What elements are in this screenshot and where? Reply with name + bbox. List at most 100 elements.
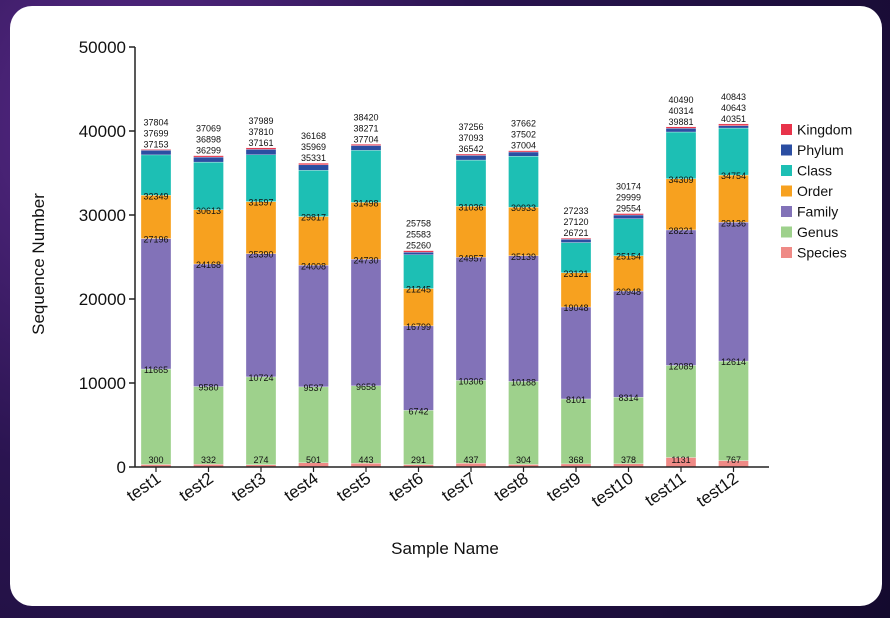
bar-segment-order (718, 174, 749, 223)
x-axis: test1 test2 test3 test4 test5 test6 test7 test8… (123, 466, 769, 511)
data-label-order: 32349 (143, 191, 168, 201)
data-label-species: 767 (726, 455, 741, 465)
y-axis-title: Sequence Number (29, 193, 48, 335)
data-label-genus: 10306 (458, 376, 483, 386)
legend-label-phylum: Phylum (797, 142, 844, 158)
data-label-class: 37004 (511, 141, 536, 151)
data-label-phylum: 37810 (248, 127, 273, 137)
legend-swatch-phylum (781, 144, 792, 156)
bar-segment-genus (613, 397, 644, 464)
x-tick-label: test7 (438, 469, 479, 506)
data-label-phylum: 37699 (143, 128, 168, 138)
bar-segment-family (298, 265, 329, 388)
chart-card: 37804 37699 37153 32349 27196 11665 300 37069 36… (10, 6, 882, 606)
bar-segment-family (350, 259, 382, 387)
stacked-bar-chart: 3780437699371533234927196116653003706936… (29, 38, 852, 558)
data-label-kingdom: 37069 (196, 124, 221, 134)
data-labels-group: 3780437699371533234927196116653003706936… (143, 92, 746, 465)
bar-segment-class (403, 254, 434, 289)
legend: Kingdom Phylum Class Order Family Genus Specie… (781, 122, 852, 261)
bar-segment-genus (455, 380, 487, 464)
data-label-phylum: 35969 (301, 142, 326, 152)
data-label-genus: 9580 (198, 383, 218, 393)
bars-group (140, 123, 749, 468)
data-label-species: 437 (463, 455, 478, 465)
bar-segment-family (508, 255, 539, 382)
data-label-genus: 9658 (356, 382, 376, 392)
bar-segment-kingdom (245, 147, 277, 150)
bar-segment-phylum (193, 156, 224, 163)
y-tick-label: 10000 (79, 374, 126, 393)
bar-segment-phylum (613, 214, 644, 219)
bar-segment-order (403, 288, 434, 327)
x-axis-title: Sample Name (391, 539, 499, 558)
data-label-species: 300 (148, 455, 163, 465)
data-label-class: 37161 (248, 138, 273, 148)
bar-segment-family (403, 325, 434, 411)
data-label-genus: 12089 (668, 361, 693, 371)
bar-segment-kingdom (140, 149, 172, 151)
data-label-species: 274 (253, 455, 268, 465)
bar-segment-phylum (350, 145, 382, 151)
x-tick-label: test2 (176, 469, 217, 506)
x-tick-label: test6 (386, 469, 427, 506)
bar-segment-kingdom (560, 238, 592, 240)
bar-segment-kingdom (193, 155, 224, 158)
data-label-order: 34754 (721, 171, 746, 181)
bar-segment-kingdom (718, 123, 749, 126)
data-label-phylum: 27120 (563, 217, 588, 227)
bar-segment-phylum (140, 150, 172, 156)
data-label-family: 25390 (248, 250, 273, 260)
data-label-kingdom: 40843 (721, 92, 746, 102)
bar-segment-kingdom (665, 126, 697, 129)
data-label-species: 501 (306, 455, 321, 465)
bar-segment-order (193, 209, 224, 265)
bar-segment-kingdom (613, 213, 644, 216)
data-label-species: 304 (516, 455, 531, 465)
bar-segment-family (140, 238, 172, 370)
x-tick-label: test3 (228, 469, 269, 506)
bar-segment-kingdom (508, 150, 539, 153)
x-tick-label: test11 (641, 469, 689, 510)
bar-segment-phylum (298, 164, 329, 171)
legend-swatch-kingdom (781, 124, 792, 135)
data-label-order: 34309 (668, 175, 693, 185)
bar-segment-order (613, 255, 644, 292)
data-label-class: 40351 (721, 114, 746, 124)
data-label-class: 36542 (458, 144, 483, 154)
bar-segment-genus (665, 365, 697, 458)
data-label-family: 24730 (353, 255, 378, 265)
bar-segment-order (245, 201, 277, 254)
data-label-phylum: 37093 (458, 133, 483, 143)
legend-label-order: Order (797, 183, 833, 199)
data-label-class: 37153 (143, 139, 168, 149)
data-label-family: 29136 (721, 218, 746, 228)
bar-segment-genus (245, 376, 277, 465)
bar-segment-order (298, 216, 329, 266)
bar-segment-order (508, 207, 539, 256)
data-label-species: 1131 (671, 455, 690, 465)
data-label-class: 26721 (563, 228, 588, 238)
legend-swatch-class (781, 165, 792, 176)
data-label-genus: 10724 (248, 373, 273, 383)
bar-segment-family (613, 290, 644, 398)
bar-segment-order (560, 272, 592, 308)
data-label-species: 378 (621, 455, 636, 465)
x-tick-label: test5 (333, 469, 374, 506)
legend-swatch-order (781, 185, 792, 197)
legend-swatch-genus (781, 226, 792, 238)
bar-segment-phylum (665, 128, 697, 133)
y-tick-label: 0 (117, 458, 126, 477)
data-label-order: 25154 (616, 252, 641, 262)
bar-segment-family (193, 263, 224, 387)
bar-segment-kingdom (350, 144, 382, 146)
bar-segment-class (613, 218, 644, 256)
x-tick-label: test1 (123, 469, 164, 506)
bar-segment-order (665, 178, 697, 231)
bar-segment-order (140, 195, 172, 239)
bar-segment-kingdom (298, 163, 329, 166)
data-label-kingdom: 37256 (458, 122, 483, 132)
bar-segment-order (350, 202, 382, 260)
bar-segment-kingdom (455, 153, 487, 156)
bar-segment-phylum (718, 125, 749, 129)
